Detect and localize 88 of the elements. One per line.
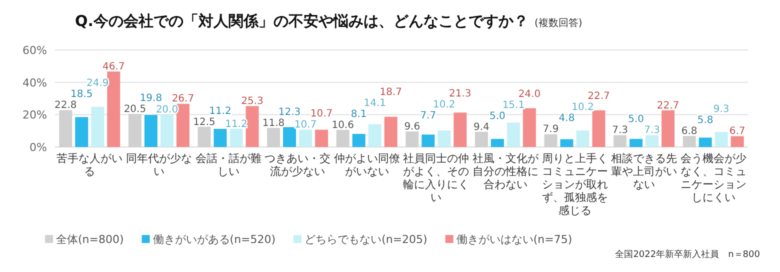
bar [246, 106, 259, 147]
bar [176, 104, 190, 147]
x-tick-label: 周りと上手くコミュニケーションが取れず、孤独感を感じる [542, 152, 608, 217]
chart-title: Q.今の会社での「対人関係」の不安や悩みは、どんなことですか？ [75, 12, 528, 30]
data-label: 12.5 [193, 116, 216, 128]
data-label: 9.6 [404, 121, 420, 132]
bar [299, 130, 312, 147]
x-tick-label: つきあい・交流が少ない [264, 152, 331, 178]
data-label: 5.8 [697, 115, 714, 126]
data-label: 20.5 [124, 104, 146, 115]
x-tick-label: 相談できる先輩や上司がいない [611, 152, 678, 191]
data-label: 7.9 [542, 124, 559, 136]
data-label: 7.3 [644, 125, 660, 136]
data-label: 9.3 [713, 104, 730, 116]
legend-label: 働きがいはない(n=75) [456, 233, 572, 246]
bar [454, 112, 467, 147]
y-tick-label: 20% [22, 108, 47, 122]
bar [698, 138, 712, 147]
bar [91, 106, 104, 147]
data-label: 10.7 [294, 120, 317, 131]
data-label: 46.7 [102, 62, 125, 72]
x-tick-label: 同年代が少ない [126, 152, 192, 178]
data-label: 25.3 [241, 96, 264, 108]
bar [662, 110, 675, 147]
data-label: 8.1 [350, 108, 367, 120]
bar [368, 124, 382, 147]
bar [75, 117, 88, 147]
bar [730, 136, 744, 147]
bar [422, 134, 435, 147]
data-label: 19.8 [140, 92, 162, 104]
bar [352, 134, 366, 147]
y-tick-label: 0% [30, 141, 47, 154]
data-label: 12.3 [278, 106, 301, 118]
x-tick-label: 社風・文化が自分の性格に合わない [472, 152, 540, 191]
bar [490, 138, 504, 147]
x-tick-label: 仲がよい同僚がいない [334, 152, 400, 178]
bar [438, 130, 451, 147]
data-label: 10.2 [572, 102, 594, 114]
x-tick-label: 社員同士の仲がよく、その輪に入りにくい [403, 152, 470, 204]
bar [646, 135, 659, 147]
bar [576, 130, 590, 147]
data-label: 18.5 [70, 89, 93, 100]
data-label: 26.7 [172, 94, 194, 105]
bar [107, 72, 120, 147]
data-label: 18.7 [380, 86, 402, 98]
data-label: 14.1 [364, 98, 386, 109]
bar [522, 108, 536, 147]
data-label: 7.3 [612, 125, 628, 136]
bar [560, 139, 574, 147]
data-label: 4.8 [558, 113, 575, 124]
x-tick-label: 会話・話が難しい [195, 152, 262, 178]
data-label: 22.7 [588, 91, 610, 102]
data-label: 10.2 [433, 99, 456, 110]
bar [230, 128, 243, 147]
bar [283, 127, 296, 147]
data-label: 10.6 [332, 120, 354, 131]
y-tick-label: 60% [22, 44, 47, 57]
bar [630, 138, 643, 147]
data-label: 21.3 [449, 88, 472, 100]
bar [160, 114, 174, 147]
bar [315, 130, 328, 147]
legend-label: どちらでもない(n=205) [304, 233, 428, 246]
text: 全国2022年新卒新入社員 n＝800 [615, 249, 760, 260]
data-label: 6.8 [681, 126, 698, 138]
data-label: 11.2 [209, 106, 232, 117]
bar [214, 128, 227, 147]
data-label: 22.8 [54, 100, 77, 112]
legend-label: 働きがいがある(n=520) [152, 233, 276, 246]
bar [144, 114, 158, 147]
data-label: 22.7 [656, 100, 680, 112]
data-label: 9.4 [473, 122, 490, 133]
y-tick-label: 40% [22, 76, 47, 90]
bar [506, 122, 520, 147]
bar [592, 110, 606, 147]
x-tick-label: 会う機会が少なく、コミュニケーションしにくい [680, 152, 746, 204]
data-label: 11.8 [262, 118, 285, 129]
data-label: 10.7 [310, 108, 333, 120]
data-label: 5.0 [628, 114, 644, 126]
data-label: 5.0 [489, 110, 506, 122]
data-label: 6.7 [729, 126, 746, 138]
data-label: 24.0 [518, 88, 541, 100]
data-label: 15.1 [502, 100, 525, 111]
bar [384, 116, 398, 147]
legend-label: 全体(n=800) [56, 233, 124, 246]
chart-subtitle: (複数回答) [534, 17, 582, 29]
data-label: 7.7 [420, 110, 436, 122]
bar [714, 132, 728, 147]
x-tick-label: 苦手な人がいる [56, 152, 123, 178]
